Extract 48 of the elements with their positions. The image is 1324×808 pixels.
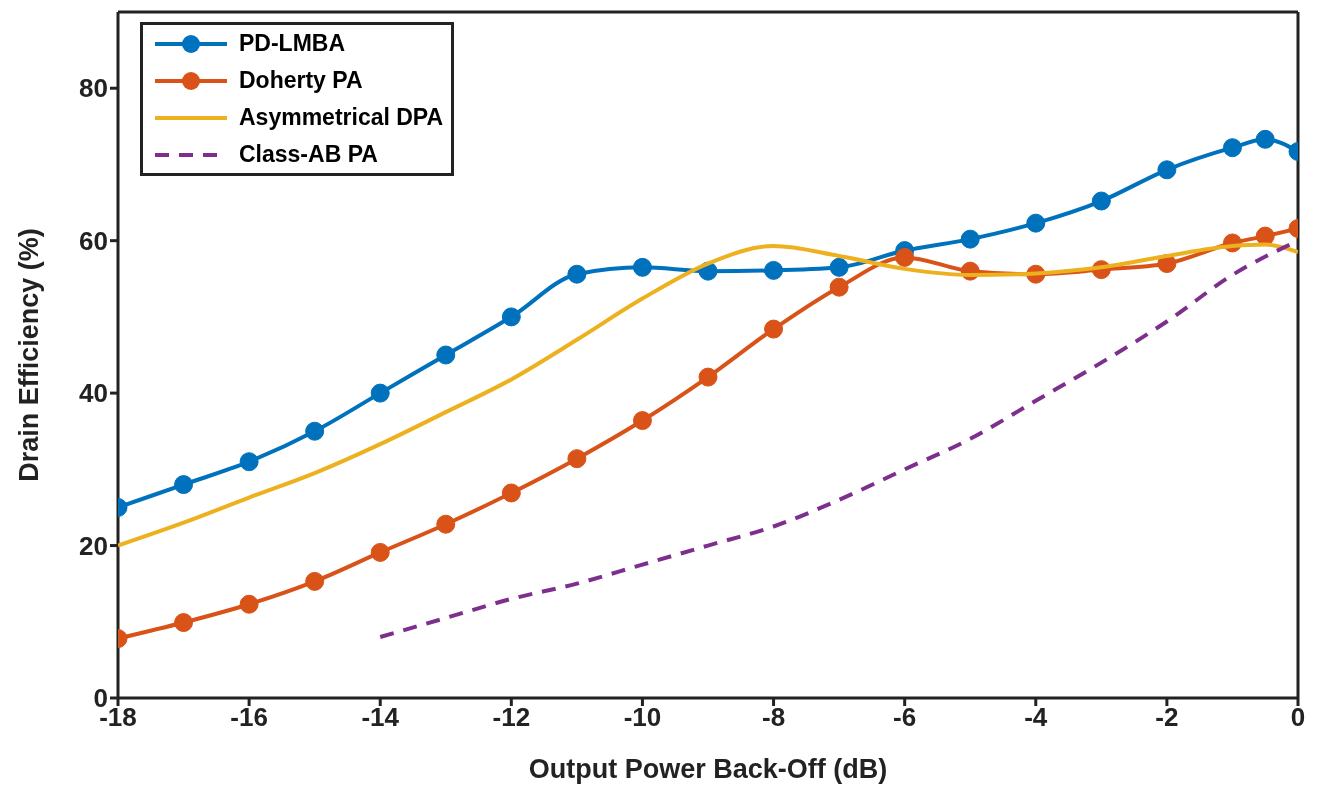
point <box>764 260 784 280</box>
point <box>764 319 784 339</box>
x-axis-title: Output Power Back-Off (dB) <box>528 754 888 784</box>
x-tick-label: -10 <box>623 702 662 733</box>
legend-label: PD-LMBA <box>239 30 346 57</box>
point <box>1222 138 1242 158</box>
point <box>632 257 652 277</box>
y-tick-label: 20 <box>79 530 108 561</box>
x-tick-label: 0 <box>1290 702 1306 733</box>
point <box>174 613 194 633</box>
x-tick-label: -2 <box>1155 702 1179 733</box>
point <box>1026 213 1046 233</box>
point <box>501 483 521 503</box>
x-tick-label: -16 <box>230 702 268 733</box>
point <box>1255 226 1275 246</box>
point <box>501 307 521 327</box>
point <box>305 571 325 591</box>
point <box>239 452 259 472</box>
point <box>698 367 718 387</box>
point <box>1255 129 1275 149</box>
point <box>436 514 456 534</box>
point <box>174 475 194 495</box>
x-tick-label: -6 <box>893 702 917 733</box>
point <box>1157 160 1177 180</box>
point <box>1091 191 1111 211</box>
x-tick-label: -4 <box>1024 702 1048 733</box>
point <box>632 411 652 431</box>
x-tick-label: -14 <box>361 702 400 733</box>
point <box>436 345 456 365</box>
y-tick-label: 80 <box>79 73 108 104</box>
point <box>829 257 849 277</box>
point <box>305 421 325 441</box>
legend-label: Doherty PA <box>239 67 363 94</box>
x-tick-label: -8 <box>761 702 786 733</box>
y-tick-label: 40 <box>79 378 108 409</box>
point <box>370 383 390 403</box>
point <box>960 229 980 249</box>
point <box>829 277 849 297</box>
point <box>239 594 259 614</box>
point <box>370 542 390 562</box>
point <box>895 247 915 267</box>
x-tick-label: -12 <box>492 702 531 733</box>
y-axis-title: Drain Efficiency (%) <box>13 228 44 482</box>
y-tick-label: 60 <box>79 225 108 256</box>
point <box>567 449 587 469</box>
legend-label: Asymmetrical DPA <box>239 104 444 131</box>
legend-label: Class-AB PA <box>239 141 378 168</box>
point <box>567 264 587 284</box>
